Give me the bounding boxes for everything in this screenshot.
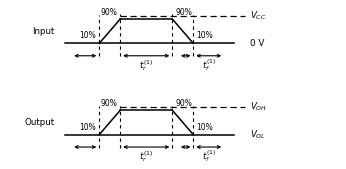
Text: 10%: 10% [196,31,213,40]
Text: 0 V: 0 V [250,39,264,48]
Text: 90%: 90% [101,8,117,17]
Text: $V_{OL}$: $V_{OL}$ [250,128,266,141]
Text: $t_f^{(1)}$: $t_f^{(1)}$ [202,58,216,73]
Text: Input: Input [33,27,55,36]
Text: $t_f^{(1)}$: $t_f^{(1)}$ [202,149,216,164]
Text: Output: Output [25,118,55,127]
Text: $V_{OH}$: $V_{OH}$ [250,101,267,113]
Text: 10%: 10% [80,123,96,132]
Text: 90%: 90% [101,99,117,108]
Text: $V_{CC}$: $V_{CC}$ [250,10,267,22]
Text: 10%: 10% [80,31,96,40]
Text: $t_r^{(1)}$: $t_r^{(1)}$ [139,149,153,164]
Text: 90%: 90% [175,8,192,17]
Text: $t_r^{(1)}$: $t_r^{(1)}$ [139,58,153,73]
Text: 10%: 10% [196,123,213,132]
Text: 90%: 90% [175,99,192,108]
